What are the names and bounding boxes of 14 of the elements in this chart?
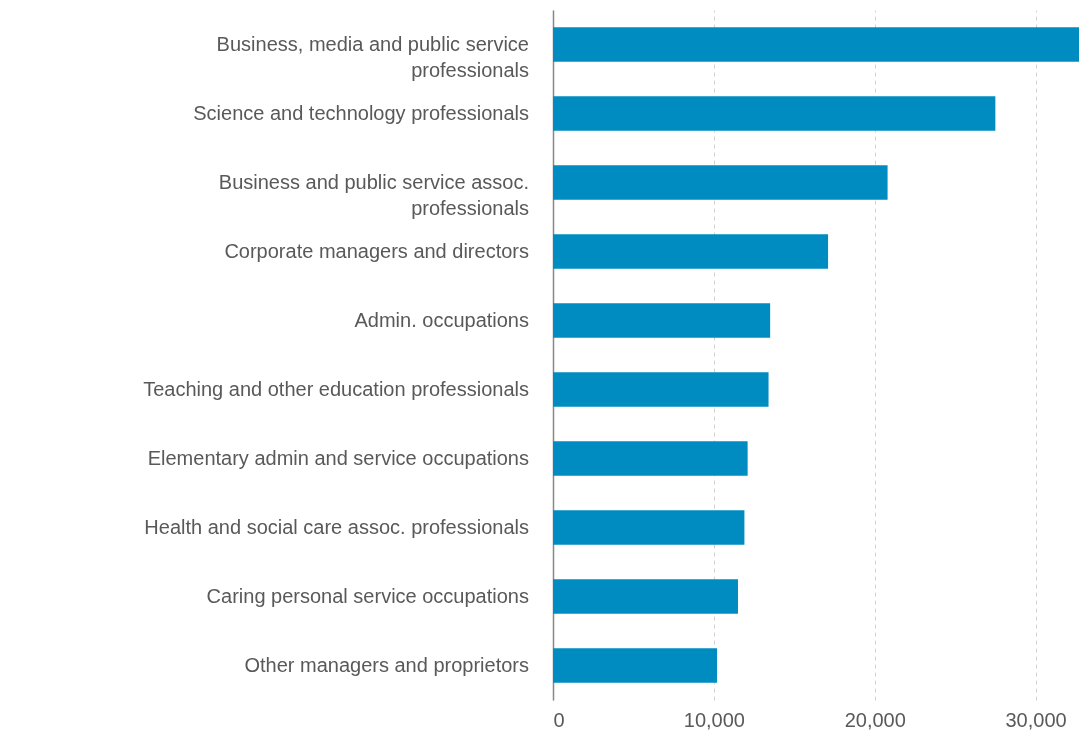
x-tick-label: 0 <box>553 708 565 731</box>
y-tick-label: Elementary admin and service occupations <box>147 446 529 469</box>
y-tick-label: Business, media and public service professionals <box>216 32 529 81</box>
x-tick-label: 10,000 <box>683 708 745 731</box>
y-tick-label: Business and public service assoc. professionals <box>218 170 529 219</box>
y-tick-label: Health and social care assoc. professionals <box>144 515 529 538</box>
y-tick-label: Science and technology professionals <box>193 101 529 124</box>
y-tick-label: Admin. occupations <box>354 308 529 331</box>
x-tick-label: 30,000 <box>1005 708 1067 731</box>
y-tick-label: Teaching and other education professionals <box>143 377 529 400</box>
y-tick-label: Caring personal service occupations <box>206 584 529 607</box>
y-tick-label: Corporate managers and directors <box>224 239 529 262</box>
y-tick-label: Other managers and proprietors <box>244 653 529 676</box>
x-tick-label: 20,000 <box>844 708 906 731</box>
